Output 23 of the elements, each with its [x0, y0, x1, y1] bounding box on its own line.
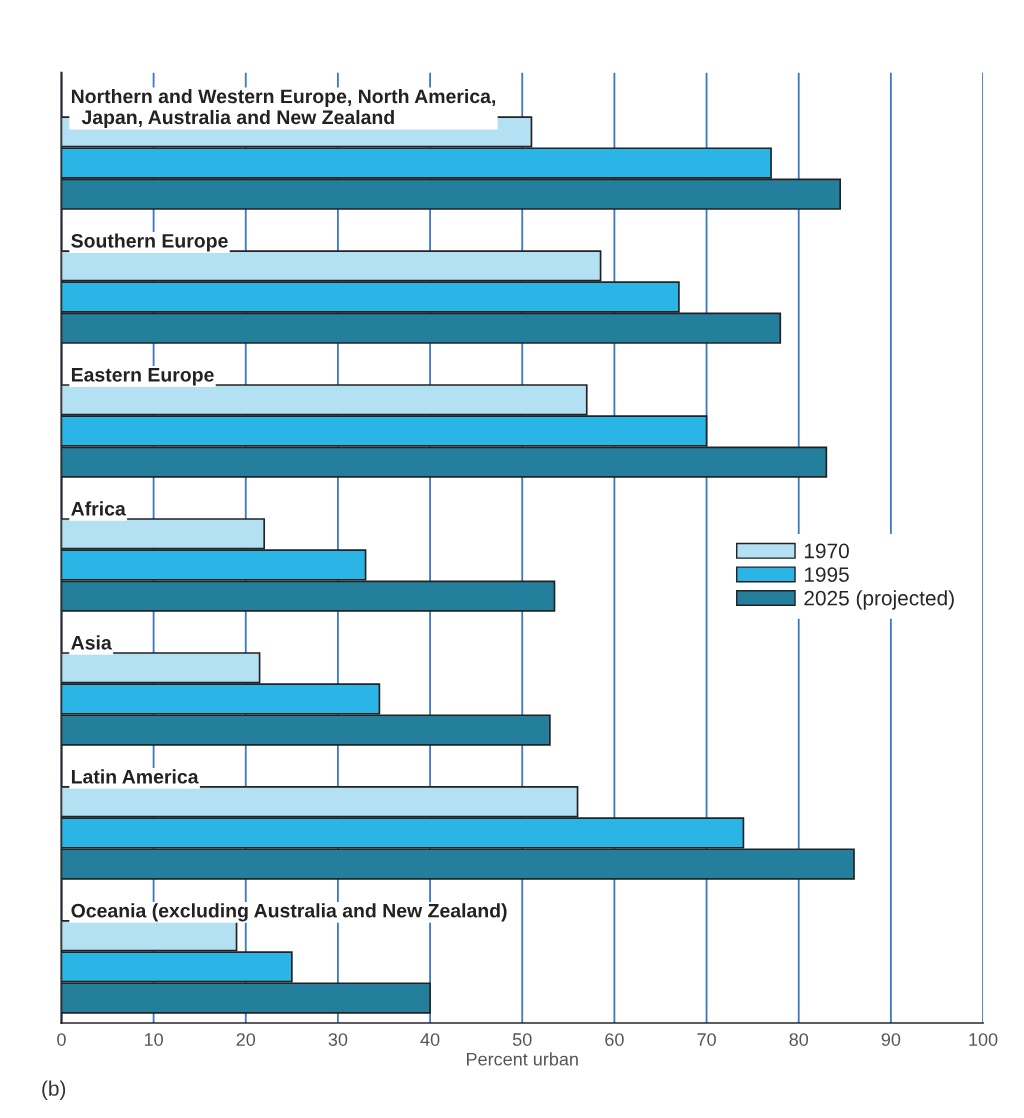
x-tick-label: 20: [236, 1033, 256, 1046]
y-tick-label: Eastern Europe: [71, 368, 214, 386]
x-tick-label: 10: [144, 1033, 163, 1046]
legend-label: 1995: [804, 567, 849, 582]
y-tick-label: Africa: [71, 501, 126, 516]
x-tick-label: 40: [420, 1033, 440, 1046]
y-tick-label: Southern Europe: [71, 233, 228, 252]
legend-label: 1970: [804, 543, 849, 559]
x-tick-label: 60: [605, 1033, 624, 1046]
y-tick-label: Latin America: [71, 769, 199, 784]
x-tick-label: 70: [697, 1033, 716, 1046]
x-tick-label: 30: [328, 1033, 348, 1046]
y-tick-label: Asia: [71, 635, 112, 650]
x-tick-label: 0: [57, 1033, 66, 1046]
y-tick-label: Oceania (excluding Australia and New Zealand): [71, 903, 507, 922]
x-tick-label: 50: [512, 1033, 532, 1046]
x-tick-label: 100: [969, 1033, 998, 1046]
x-tick-label: 80: [789, 1033, 809, 1046]
y-tick-label: Northern and Western Europe, North America, Japan, Australia and New Zealand: [71, 88, 496, 129]
x-axis-title: Percent urban: [467, 1052, 578, 1066]
legend-label: 2025 (projected): [804, 590, 954, 610]
x-tick-label: 90: [881, 1033, 901, 1046]
text: (b): [42, 1080, 66, 1100]
